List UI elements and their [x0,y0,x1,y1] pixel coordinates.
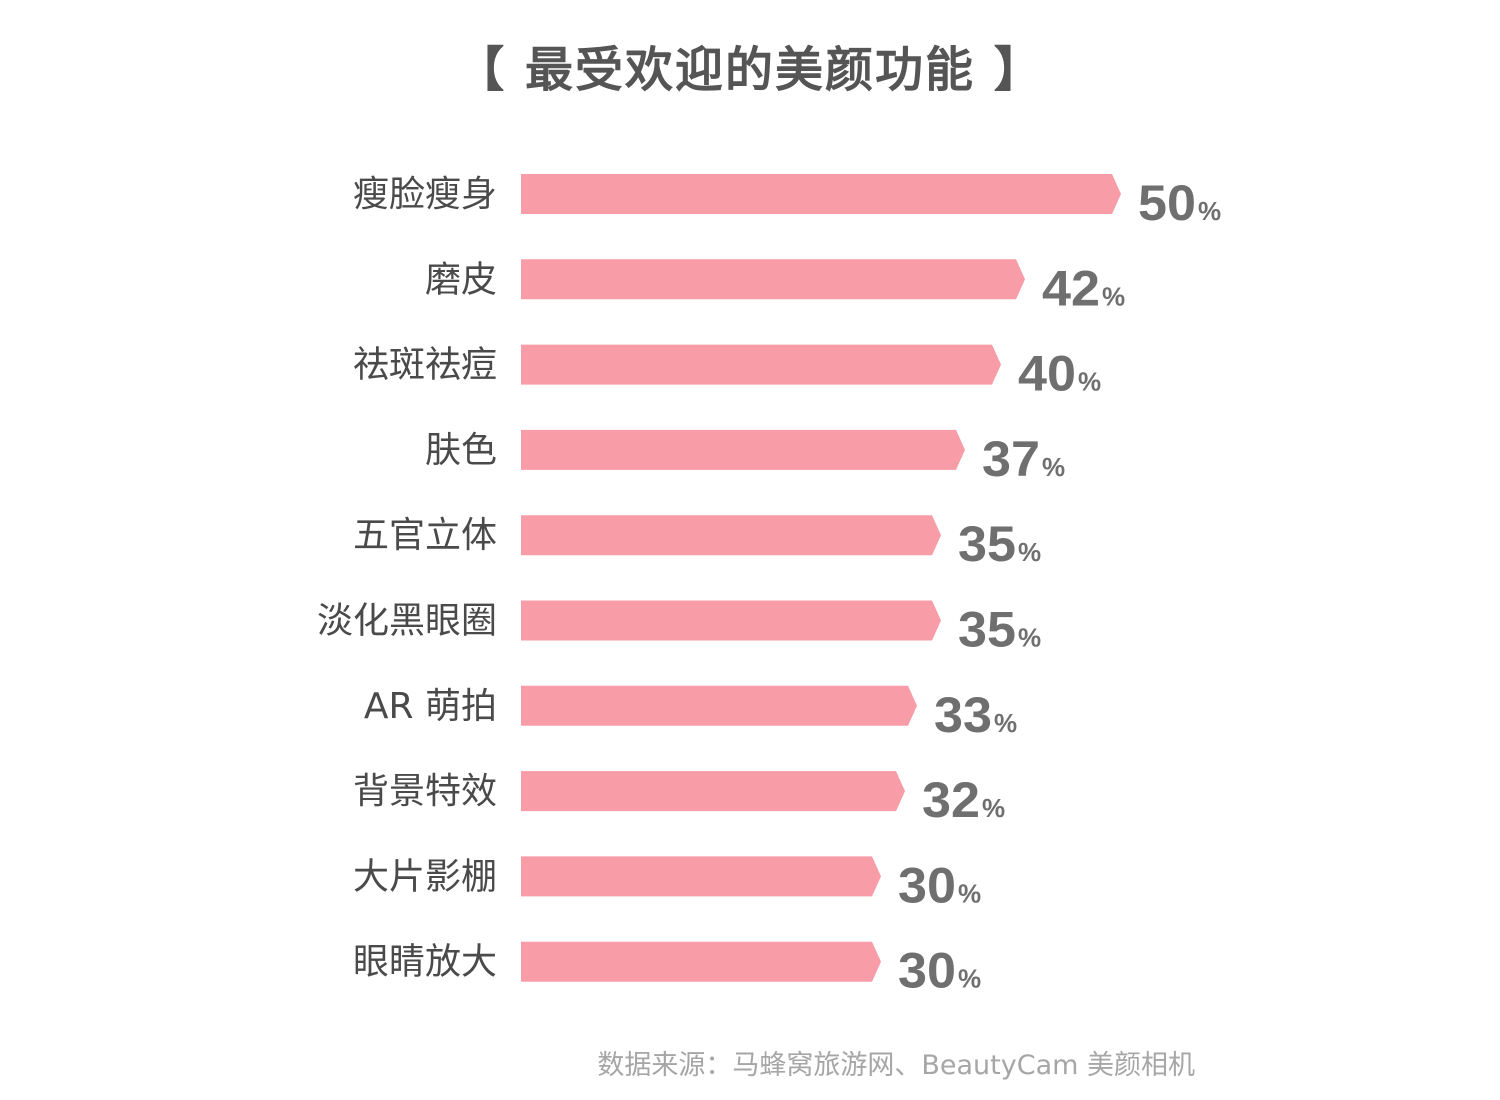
value-label: 40% [1018,346,1101,402]
bar [521,344,1001,385]
bar [521,259,1025,300]
chart-title: 【 最受欢迎的美颜功能 】 [456,42,1044,98]
category-label: 瘦脸瘦身 [353,174,497,215]
bar [521,856,881,897]
value-label: 35% [958,602,1041,658]
value-label: 42% [1042,260,1125,316]
bar-row: 淡化黑眼圈 35% [317,600,1041,658]
category-label: 五官立体 [353,515,497,556]
category-label: AR 萌拍 [364,686,497,727]
bar-row: 瘦脸瘦身 50% [353,174,1221,231]
bar-row: AR 萌拍 33% [364,685,1017,743]
bar [521,685,917,726]
bar [521,600,941,641]
value-label: 37% [982,431,1065,487]
category-label: 肤色 [425,430,497,471]
category-label: 淡化黑眼圈 [317,601,497,642]
bar-row: 大片影棚 30% [353,856,981,913]
bar [521,429,965,470]
value-label: 32% [922,772,1005,828]
bar [521,941,881,982]
category-label: 眼睛放大 [353,942,497,983]
bar [521,771,905,812]
value-label: 30% [898,857,981,913]
bar-row: 祛斑祛痘 40% [353,344,1101,402]
value-label: 50% [1138,175,1221,231]
value-label: 33% [934,687,1017,743]
bar-row: 磨皮 42% [425,259,1125,316]
value-label: 35% [958,516,1041,572]
bar [521,515,941,556]
category-label: 大片影棚 [353,856,497,897]
category-label: 祛斑祛痘 [353,345,497,386]
category-label: 背景特效 [353,771,497,812]
category-label: 磨皮 [425,259,497,300]
bar-row: 五官立体 35% [353,515,1041,572]
bar-row: 眼睛放大 30% [353,941,981,999]
source-note: 数据来源：马蜂窝旅游网、BeautyCam 美颜相机 [597,1050,1195,1081]
bar-row: 背景特效 32% [353,771,1005,828]
bar [521,174,1121,214]
bar-row: 肤色 37% [425,429,1065,487]
value-label: 30% [898,943,981,999]
